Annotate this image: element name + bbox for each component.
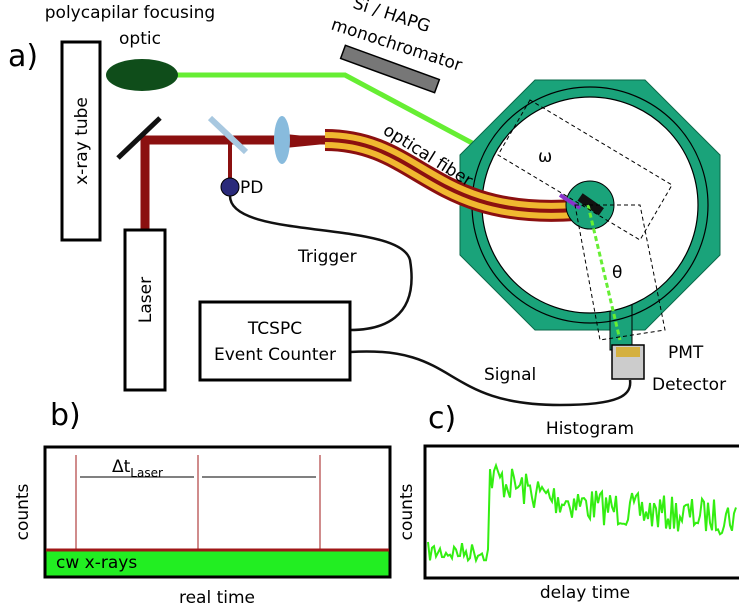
signal-label: Signal [484,365,536,385]
histogram-title: Histogram [546,419,634,439]
lens [274,116,290,164]
panel-label: a) [8,39,38,74]
detector-label: Detector [652,375,726,395]
band-label: cw x-rays [56,553,137,573]
tcspc [200,302,350,380]
y-axis-label: counts [397,483,417,540]
plot-frame [425,446,739,578]
panel-label: b) [50,398,81,433]
interval-symbol: Δt [112,457,131,477]
pd-label: PD [240,178,263,198]
x-axis-label: delay time [540,583,630,603]
optic-label: polycapilar focusing [45,3,215,23]
focusing-optic [106,59,178,91]
pmt-window [616,347,640,357]
laser-label: Laser [136,277,156,323]
tcspc-label: TCSPC [247,319,302,339]
omega-label: ω [538,147,552,167]
panel-label: c) [428,401,456,436]
interval-subscript: Laser [130,466,163,480]
y-axis-label: counts [13,483,33,540]
figure: a) polycapilar focusing optic x-ray tube… [0,0,739,610]
photodiode [221,178,239,196]
detector-label: PMT [668,343,704,363]
theta-label: θ [612,263,622,283]
trigger-label: Trigger [297,247,357,267]
x-axis-label: real time [179,588,255,608]
optic-label: optic [119,29,161,49]
xray-tube-label: x-ray tube [72,97,92,185]
tcspc-label: Event Counter [214,345,336,365]
